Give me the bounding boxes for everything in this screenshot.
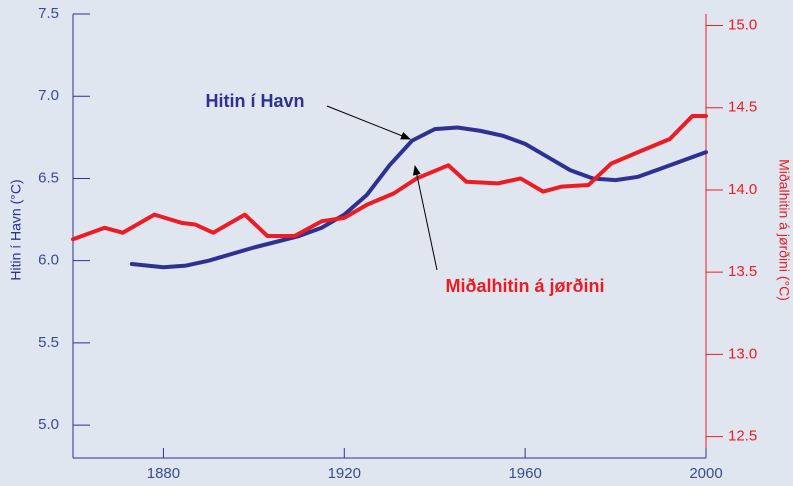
- line-series: [129, 125, 708, 270]
- y-tick-label: 6.0: [38, 252, 59, 269]
- annotation: Hitin í Havn: [205, 91, 304, 111]
- annotation-arrow: [412, 165, 438, 271]
- y-tick-label: 5.5: [38, 334, 59, 351]
- y2-tick-label: 15.0: [728, 16, 757, 33]
- y-axis-label: Hitin í Havn (°C): [8, 179, 24, 280]
- y-tick-label: 5.0: [38, 416, 59, 433]
- line-series: [71, 113, 708, 242]
- y2-axis-label: Miðalhitin á jørðini (°C): [776, 159, 792, 301]
- y2-tick-label: 13.5: [728, 263, 757, 280]
- x-tick-label: 1960: [508, 465, 541, 482]
- y2-tick-label: 14.5: [728, 99, 757, 116]
- y2-tick-label: 14.0: [728, 181, 757, 198]
- annotation-arrow: [326, 105, 411, 140]
- x-tick-label: 1920: [328, 465, 361, 482]
- y2-tick-label: 12.5: [728, 428, 757, 445]
- annotation: Miðalhitin á jørðini: [446, 276, 605, 296]
- y-tick-label: 7.5: [38, 5, 59, 22]
- y-tick-label: 6.5: [38, 169, 59, 186]
- y2-tick-label: 13.0: [728, 345, 757, 362]
- y-tick-label: 7.0: [38, 87, 59, 104]
- x-tick-label: 2000: [689, 465, 722, 482]
- x-tick-label: 1880: [147, 465, 180, 482]
